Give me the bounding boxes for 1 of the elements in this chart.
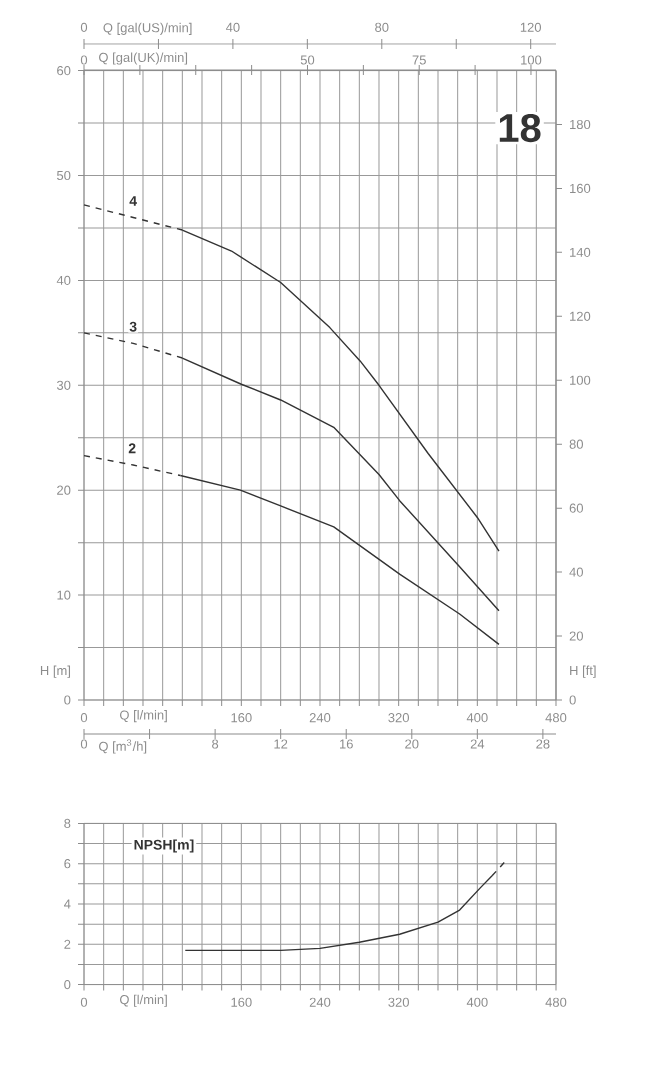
annotation: 18 [499, 113, 541, 143]
